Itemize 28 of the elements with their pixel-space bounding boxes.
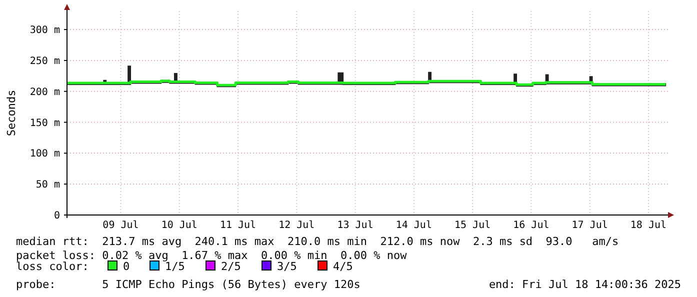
y-tick-label: 150 m xyxy=(30,118,60,129)
legend-label: 0 xyxy=(123,260,130,273)
legend-label: 1/5 xyxy=(165,260,185,273)
x-tick-label: 13 Jul xyxy=(337,220,374,231)
y-tick-label: 200 m xyxy=(30,86,60,98)
y-tick-label: 300 m xyxy=(30,25,60,36)
legend-title: loss color: xyxy=(16,260,89,273)
x-tick-label: 17 Jul xyxy=(572,220,608,231)
y-axis-title: Seconds xyxy=(5,90,18,136)
text: probe: 5 ICMP Echo Pings (56 Bytes) every 120s xyxy=(16,278,360,291)
text: median rtt: 213.7 ms avg 240.1 ms max 210.0 ms min 212.0 ms now 2.3 ms sd 93.0 am/s xyxy=(16,235,619,248)
legend-label: 3/5 xyxy=(277,260,297,273)
legend-label: 2/5 xyxy=(221,260,241,273)
y-tick-label: 100 m xyxy=(30,148,60,160)
y-tick-label: 0 xyxy=(54,210,60,222)
x-tick-label: 18 Jul xyxy=(630,220,667,231)
y-tick-label: 250 m xyxy=(30,56,60,67)
legend-label: 4/5 xyxy=(333,260,353,273)
x-tick-label: 14 Jul xyxy=(396,220,432,231)
x-tick-label: 12 Jul xyxy=(278,220,315,231)
x-tick-label: 11 Jul xyxy=(220,220,256,231)
x-tick-label: 09 Jul xyxy=(102,220,139,231)
y-tick-label: 50 m xyxy=(36,180,60,191)
text: end: Fri Jul 18 14:00:36 2025 xyxy=(488,278,681,291)
x-tick-label: 10 Jul xyxy=(161,220,198,231)
x-tick-label: 16 Jul xyxy=(513,220,550,231)
text: packet loss: 0.02 % avg 1.67 % max 0.00 % min 0.00 % now xyxy=(16,249,408,262)
x-tick-label: 15 Jul xyxy=(454,220,491,231)
